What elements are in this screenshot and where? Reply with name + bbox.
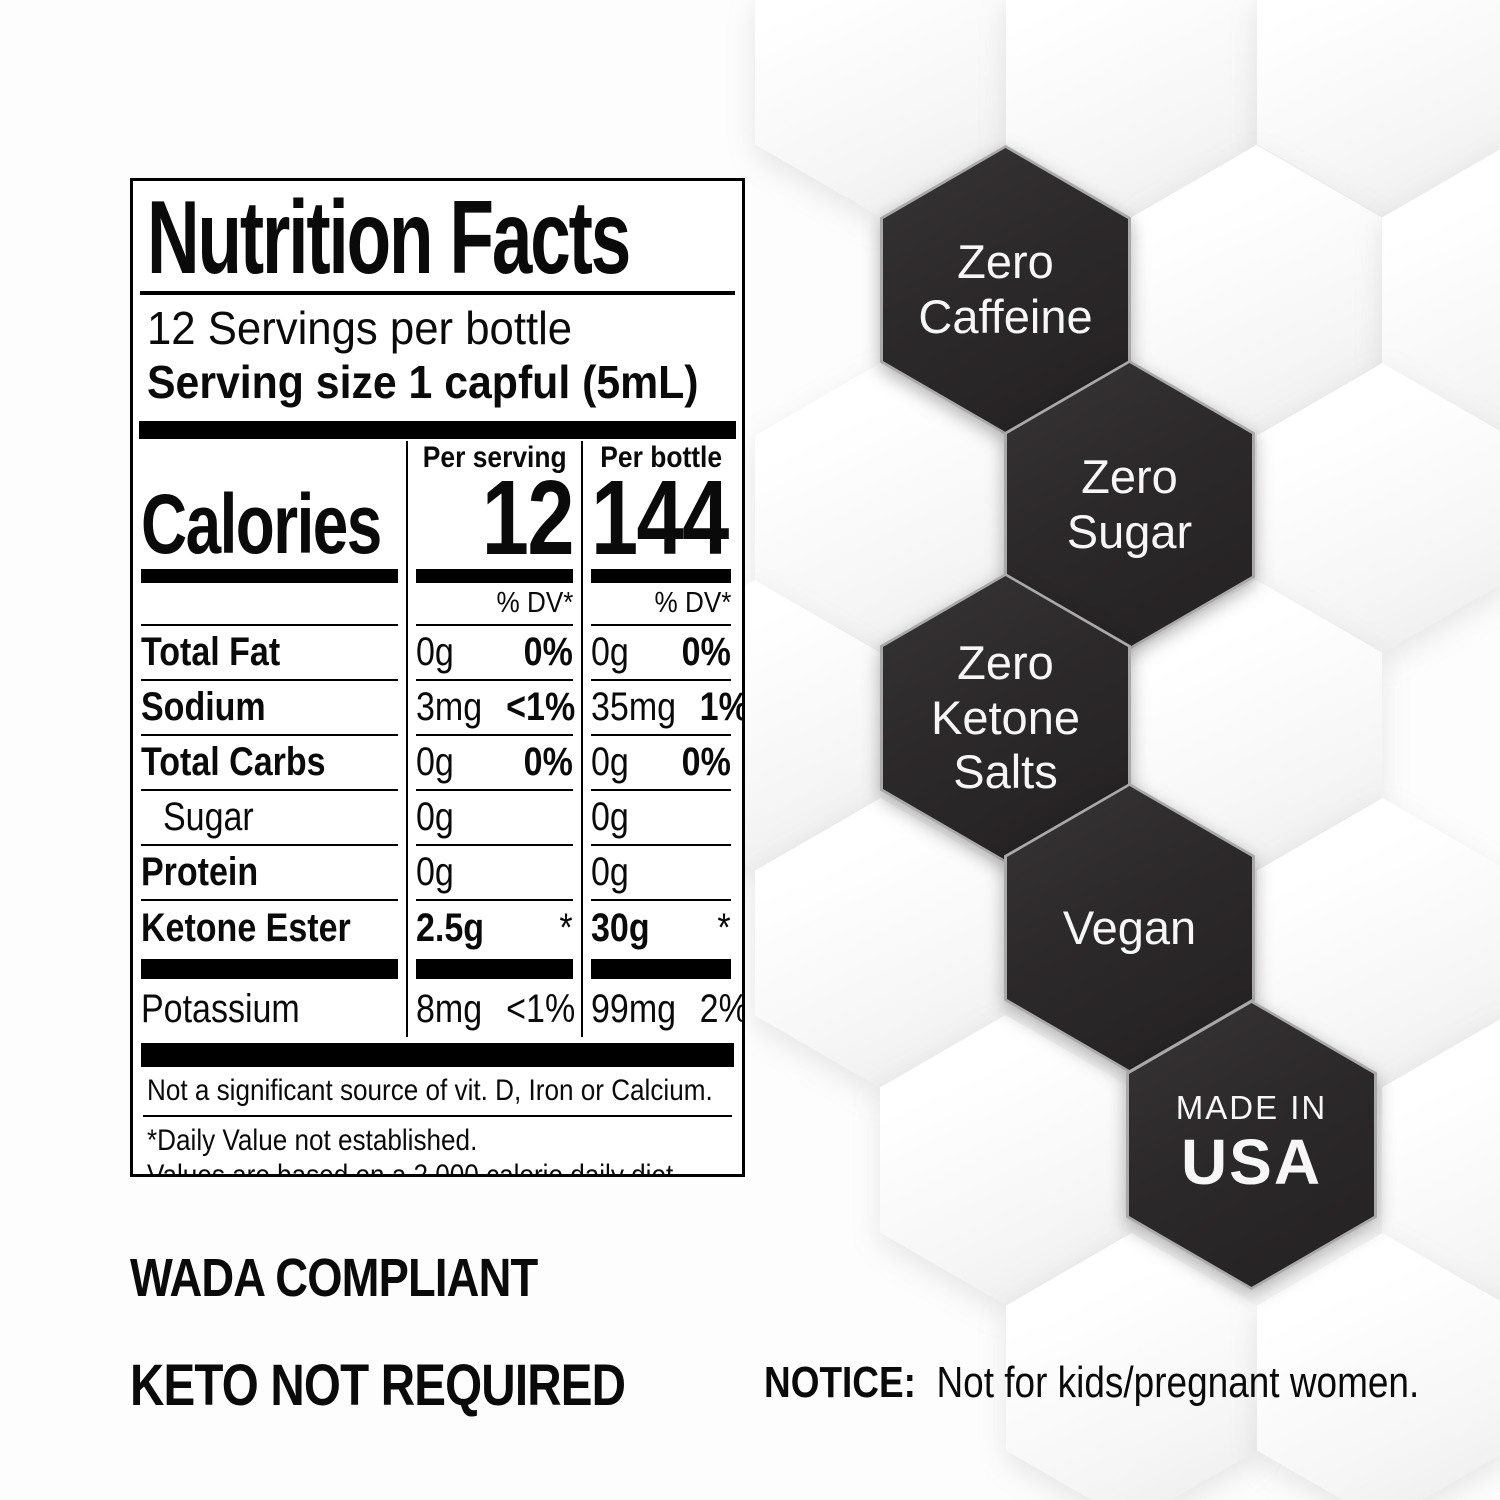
badge-zero-caffeine: Zero Caffeine <box>880 145 1131 435</box>
nutrition-facts-label: Nutrition Facts 12 Servings per bottle S… <box>130 178 745 1177</box>
background-hexagon <box>755 798 1006 1088</box>
footnote-rule <box>143 1115 732 1118</box>
calories-per-serving: 12 <box>481 458 575 577</box>
background-hexagon <box>755 363 1006 653</box>
thick-separator-bar <box>139 421 736 440</box>
nutrient-row-total-fat: Total Fat 0g 0% 0g 0% <box>133 626 742 682</box>
hexagon-rim <box>1126 1000 1377 1290</box>
calories-per-bottle: 144 <box>591 458 729 577</box>
calories-row: Calories 12 144 <box>133 465 742 572</box>
background-hexagon <box>1257 798 1500 1088</box>
background-hexagon <box>755 0 1006 217</box>
nutrition-facts-title: Nutrition Facts <box>147 180 631 296</box>
hexagon-rim <box>880 573 1131 863</box>
badge-line: Zero <box>957 235 1054 289</box>
hexagon-fill <box>883 576 1128 860</box>
calories-underline-bars <box>133 565 742 588</box>
title-rule <box>140 290 735 295</box>
hexagon-rim <box>1004 783 1255 1073</box>
badge-zero-sugar: Zero Sugar <box>1004 360 1255 650</box>
background-hexagon <box>1382 1015 1500 1305</box>
badge-line: MADE IN <box>1175 1089 1328 1127</box>
dv-header-serving: % DV* <box>496 587 573 620</box>
nutrient-row-sugar: Sugar 0g 0g <box>133 791 742 847</box>
serving-size: Serving size 1 capful (5mL) <box>147 356 699 409</box>
hexagon-fill <box>883 148 1128 432</box>
badge-line: Vegan <box>1062 900 1197 954</box>
footnote-calorie-diet: Values are based on a 2,000 calorie dail… <box>147 1158 681 1177</box>
notice-label: NOTICE: <box>764 1358 916 1407</box>
column-header-row: Per serving Per bottle <box>133 439 742 478</box>
badge-vegan: Vegan <box>1004 783 1255 1073</box>
footnote-source: Not a significant source of vit. D, Iron… <box>147 1074 713 1108</box>
notice-warning: NOTICE: Not for kids/pregnant women. <box>764 1358 1500 1408</box>
badge-line: Ketone <box>931 690 1080 744</box>
dv-header-bottle: % DV* <box>654 587 731 620</box>
calories-label: Calories <box>141 477 382 572</box>
nutrient-row-ketone-ester: Ketone Ester 2.5g * 30g * <box>133 901 742 957</box>
hexagon-rim <box>880 145 1131 435</box>
badge-line: Caffeine <box>918 290 1093 343</box>
badge-line: Sugar <box>1066 505 1193 558</box>
bottom-separator-bar <box>141 1043 734 1068</box>
hexagon-fill <box>1007 786 1252 1070</box>
background-hexagon <box>1257 363 1500 653</box>
badge-line: Zero <box>957 635 1054 689</box>
per-bottle-header: Per bottle <box>600 441 722 475</box>
nutrition-table: Per serving Per bottle Calories 12 144 %… <box>133 439 742 1038</box>
nutrient-row-total-carbs: Total Carbs 0g 0% 0g 0% <box>133 736 742 792</box>
nutrient-row-protein: Protein 0g 0g <box>133 846 742 902</box>
nutrient-row-potassium: Potassium 8mg <1% 99mg 2% <box>133 982 742 1038</box>
badge-made-in-usa: MADE IN USA <box>1126 1000 1377 1290</box>
background-hexagon <box>1257 0 1500 217</box>
badge-line: Zero <box>1081 450 1178 504</box>
keto-not-required-claim: KETO NOT REQUIRED <box>130 1353 626 1418</box>
hexagon-rim <box>1004 360 1255 650</box>
background-hexagon <box>1131 145 1382 435</box>
background-hexagon <box>1382 145 1500 435</box>
ketone-separator-bars <box>133 956 742 983</box>
nutrient-row-sodium: Sodium 3mg <1% 35mg 1% <box>133 681 742 737</box>
badge-zero-ketone-salts: Zero Ketone Salts <box>880 573 1131 863</box>
hexagon-fill <box>1007 363 1252 647</box>
servings-per-bottle: 12 Servings per bottle <box>147 301 573 354</box>
per-serving-header: Per serving <box>422 441 567 475</box>
footnote-daily-value: *Daily Value not established. <box>147 1124 478 1158</box>
wada-compliant-claim: WADA COMPLIANT <box>130 1248 538 1308</box>
background-hexagon <box>880 1015 1131 1305</box>
notice-text: Not for kids/pregnant women. <box>936 1358 1420 1407</box>
background-hexagon <box>1006 0 1257 217</box>
daily-value-header-row: % DV* % DV* <box>133 587 742 627</box>
hexagon-fill <box>1129 1003 1374 1287</box>
badge-line: Salts <box>953 745 1058 799</box>
badge-line: USA <box>1180 1126 1323 1199</box>
background-hexagon <box>1131 580 1382 870</box>
